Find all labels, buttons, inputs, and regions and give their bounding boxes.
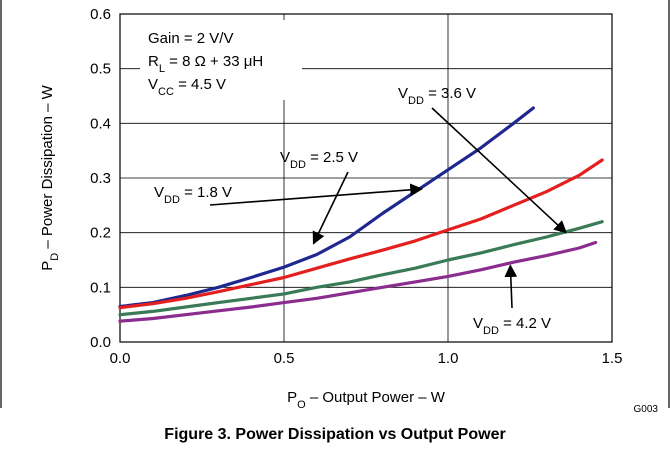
figure-caption: Figure 3. Power Dissipation vs Output Po…	[164, 426, 505, 443]
series-label-text: V	[473, 315, 483, 332]
series-label-subscript: DD	[164, 194, 180, 206]
series-label-suffix: = 2.5 V	[306, 149, 358, 166]
series-line-4	[118, 240, 598, 323]
condition-subscript: CC	[158, 86, 174, 98]
x-tick-label: 0.0	[110, 350, 131, 367]
series-line-1	[118, 106, 535, 309]
condition-text: R	[148, 53, 159, 70]
series-label-subscript: DD	[408, 95, 424, 107]
x-tick-label: 1.5	[602, 350, 623, 367]
y-axis-label: PD – Power Dissipation – W	[39, 84, 61, 270]
y-tick-label: 0.2	[90, 225, 111, 242]
series-line-3	[118, 220, 604, 317]
y-axis-label-subscript: D	[49, 253, 61, 261]
series-label-subscript: DD	[483, 325, 499, 337]
y-axis-label-suffix: – Power Dissipation – W	[39, 84, 56, 252]
condition-line: Gain = 2 V/V	[148, 30, 233, 47]
x-axis-label-suffix: – Output Power – W	[306, 389, 446, 406]
annotation-arrow-4	[504, 264, 518, 309]
annotation-arrow-1	[209, 183, 424, 206]
condition-text: V	[148, 76, 158, 93]
series-label-text: V	[280, 149, 290, 166]
condition-line: VCC = 4.5 V	[148, 76, 226, 98]
x-axis-label: PO – Output Power – W	[287, 389, 446, 411]
series-label-text: V	[398, 85, 408, 102]
figure-code: G003	[634, 404, 659, 415]
y-axis-label-text: P	[39, 261, 56, 271]
tick-labels: 0.0 0.5 1.0 1.5 0.0 0.1 0.2 0.3 0.4 0.5 0.6	[90, 6, 622, 367]
y-tick-label: 0.0	[90, 334, 111, 351]
series-label-4: VDD = 4.2 V	[473, 315, 551, 337]
y-tick-label: 0.1	[90, 279, 111, 296]
x-tick-label: 1.0	[438, 350, 459, 367]
condition-suffix: = 8 Ω + 33 μH	[165, 53, 263, 70]
annotation-arrow-3	[431, 107, 568, 234]
condition-line: RL = 8 Ω + 33 μH	[148, 53, 263, 75]
series-label-text: V	[154, 184, 164, 201]
y-tick-label: 0.5	[90, 61, 111, 78]
y-tick-label: 0.4	[90, 115, 111, 132]
series-label-3: VDD = 3.6 V	[398, 85, 476, 107]
series-label-suffix: = 3.6 V	[424, 85, 476, 102]
condition-text: Gain = 2 V/V	[148, 30, 233, 47]
x-axis-label-subscript: O	[297, 399, 306, 411]
y-tick-label: 0.3	[90, 170, 111, 187]
series-label-suffix: = 1.8 V	[180, 184, 232, 201]
series-label-1: VDD = 1.8 V	[154, 184, 232, 206]
series-label-2: VDD = 2.5 V	[280, 149, 358, 171]
annotation-arrows	[209, 107, 568, 309]
y-tick-label: 0.6	[90, 6, 111, 23]
condition-subscript: L	[159, 63, 165, 75]
annotation-arrow-2	[312, 171, 349, 245]
conditions-box	[140, 20, 302, 100]
series-label-suffix: = 4.2 V	[499, 315, 551, 332]
series-label-subscript: DD	[290, 159, 306, 171]
x-tick-label: 0.5	[274, 350, 295, 367]
condition-suffix: = 4.5 V	[174, 76, 226, 93]
x-axis-label-text: P	[287, 389, 297, 406]
